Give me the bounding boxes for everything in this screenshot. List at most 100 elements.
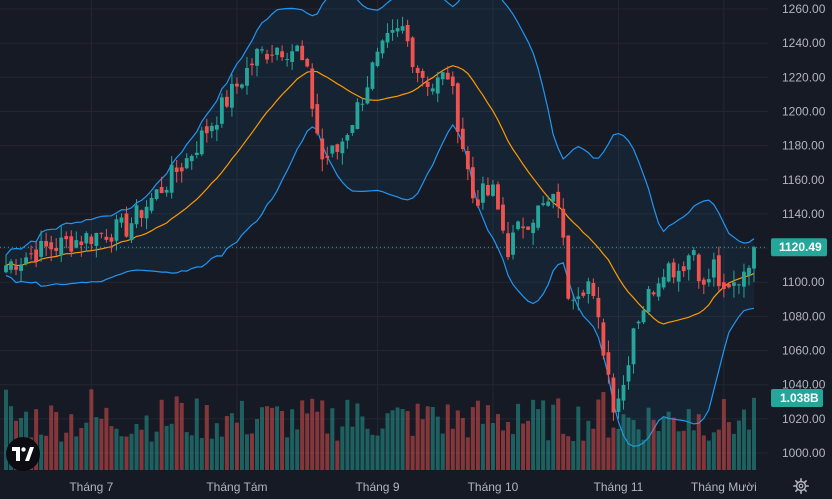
candle-body — [420, 71, 425, 78]
candle-body — [571, 299, 576, 301]
volume-bar — [531, 399, 536, 470]
candle-body — [742, 271, 746, 287]
tradingview-logo-icon[interactable] — [6, 437, 40, 471]
candle-body — [250, 63, 254, 66]
gear-icon[interactable] — [793, 478, 809, 494]
volume-bar — [365, 428, 370, 470]
last-volume-label: 1.038B — [780, 391, 819, 405]
volume-bar — [460, 417, 465, 470]
volume-bar — [521, 423, 526, 470]
volume-bar — [721, 399, 726, 470]
candle-body — [481, 183, 485, 203]
volume-bar — [99, 418, 104, 470]
volume-bar — [561, 433, 566, 470]
volume-bar — [541, 400, 546, 470]
volume-bar — [39, 434, 44, 470]
candle-body — [169, 164, 174, 193]
candle-body — [229, 83, 234, 108]
candle-body — [154, 189, 159, 200]
candle-body — [194, 152, 199, 156]
volume-bar — [415, 403, 420, 470]
candle-body — [450, 76, 455, 87]
volume-bar — [34, 409, 39, 470]
volume-bar — [275, 406, 280, 470]
volume-bar — [315, 411, 320, 470]
time-axis[interactable]: Tháng 7 Tháng Tám Tháng 9 Tháng 10 Tháng 11 T… — [69, 480, 757, 494]
candle-body — [164, 189, 169, 193]
volume-bar — [726, 422, 731, 470]
volume-bar — [305, 413, 310, 470]
volume-bar — [606, 437, 611, 470]
volume-bar — [485, 405, 490, 470]
volume-bar — [405, 411, 410, 470]
candle-body — [370, 62, 375, 89]
volume-bar — [651, 419, 656, 470]
candle-body — [209, 125, 214, 132]
volume-bar — [420, 419, 425, 470]
candle-body — [561, 208, 566, 238]
candle-body — [139, 210, 144, 218]
volume-bar — [385, 413, 390, 470]
volume-bar — [661, 417, 666, 470]
candle-body — [470, 167, 475, 199]
volume-bar — [440, 433, 445, 470]
candle-body — [300, 45, 305, 61]
time-tick-label: Tháng Mười — [691, 480, 757, 494]
candle-body — [235, 83, 239, 87]
volume-bar — [511, 434, 516, 470]
candle-body — [691, 250, 696, 256]
volume-bar — [179, 402, 184, 470]
candle-body — [591, 282, 596, 296]
candle-body — [410, 37, 415, 68]
candle-body — [64, 236, 69, 240]
candle-body — [661, 277, 666, 288]
volume-bar — [94, 417, 99, 470]
volume-bar — [676, 431, 681, 470]
volume-bar — [340, 426, 345, 470]
candle-body — [124, 213, 129, 237]
candle-body — [566, 235, 571, 299]
candle-body — [245, 68, 249, 86]
volume-bars — [3, 389, 757, 470]
candle-body — [134, 205, 139, 225]
candle-body — [526, 226, 531, 230]
candle-body — [666, 263, 671, 282]
candlesticks — [4, 16, 756, 421]
volume-bar — [184, 432, 189, 470]
volume-bar — [325, 433, 330, 470]
candle-body — [511, 232, 515, 255]
candle-body — [747, 267, 751, 276]
volume-bar — [681, 430, 686, 470]
volume-bar — [254, 419, 260, 470]
volume-bar — [174, 396, 179, 470]
volume-bar — [470, 407, 475, 470]
band-fill — [6, 0, 754, 447]
candle-body — [400, 26, 405, 31]
volume-bar — [310, 398, 315, 470]
volume-bar — [596, 399, 601, 470]
volume-bar — [239, 400, 244, 470]
volume-bar — [194, 398, 199, 470]
price-tick-label: 1000.00 — [782, 446, 826, 460]
candle-body — [531, 222, 536, 234]
candle-body — [375, 51, 380, 67]
candle-body — [310, 68, 315, 109]
candle-body — [340, 141, 345, 154]
volume-bar — [671, 417, 676, 470]
candle-body — [199, 130, 204, 155]
candle-body — [686, 255, 691, 270]
candle-body — [144, 206, 149, 219]
candle-body — [581, 292, 586, 296]
candle-body — [129, 223, 134, 241]
candle-body — [631, 328, 636, 365]
volume-bar — [380, 428, 385, 470]
volume-bar — [646, 407, 651, 470]
candle-body — [390, 29, 395, 33]
candle-body — [174, 167, 179, 172]
volume-bar — [144, 415, 149, 470]
candle-body — [475, 199, 480, 206]
volume-bar — [244, 434, 249, 470]
price-tick-label: 1140.00 — [782, 207, 825, 221]
candle-body — [79, 241, 84, 246]
